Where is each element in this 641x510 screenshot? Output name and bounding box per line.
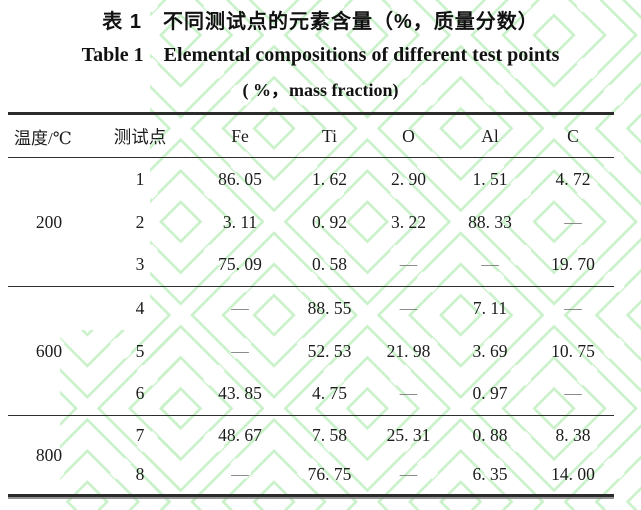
table-row: 600 4 — 88. 55 — 7. 11 — (8, 287, 614, 361)
cell-value: — (231, 464, 249, 485)
table-row: 800 7 48. 67 7. 58 25. 31 0. 88 8. 38 (8, 416, 614, 464)
cell-test-point: 5 (135, 340, 145, 361)
cell-test-point: 4 (135, 297, 145, 318)
header-row: 温度/℃ 测试点 Fe Ti O Al C (8, 114, 614, 158)
cell-test-point: 3 (135, 254, 145, 275)
table-row: 200 1 86. 05 1. 62 2. 90 1. 51 4. 72 (8, 158, 614, 232)
cell-value: 3. 11 (222, 211, 258, 232)
cell-value: — (481, 254, 499, 275)
table-row: 3 75. 09 0. 58 — — 19. 70 (8, 244, 614, 287)
caption-unit: ( %，mass fraction) (242, 80, 399, 100)
col-header-c: C (567, 125, 579, 146)
cell-value: 2. 90 (391, 168, 426, 189)
cell-value: — (399, 254, 418, 275)
cell-value: 88. 55 (307, 297, 352, 318)
cell-value: 1. 62 (312, 168, 347, 189)
cell-value: — (564, 383, 582, 404)
cell-value: 3. 22 (391, 211, 426, 232)
temp-group-800: 800 7 48. 67 7. 58 25. 31 0. 88 8. 38 8 … (8, 416, 614, 496)
cell-value: 8. 38 (555, 425, 591, 446)
cell-test-point: 2 (135, 211, 145, 232)
cell-value: — (564, 211, 582, 232)
table-row: 2 3. 11 0. 92 3. 22 88. 33 — (8, 201, 614, 244)
cell-value: 7. 58 (312, 425, 347, 446)
col-header-al: Al (481, 125, 499, 146)
cell-value: 0. 58 (312, 254, 347, 275)
cell-value: 48. 67 (218, 425, 262, 446)
cell-value: 86. 05 (218, 168, 262, 189)
cell-value: 25. 31 (386, 425, 431, 446)
cell-value: 10. 75 (551, 340, 595, 361)
temp-group-200: 200 1 86. 05 1. 62 2. 90 1. 51 4. 72 2 3… (8, 158, 614, 287)
col-header-fe: Fe (231, 125, 249, 146)
col-header-test-point: 测试点 (113, 126, 167, 147)
cell-value: 0. 92 (312, 211, 347, 232)
table-row: 5 — 52. 53 21. 98 3. 69 10. 75 (8, 330, 614, 373)
col-header-ti: Ti (322, 125, 337, 146)
cell-value: 76. 75 (307, 464, 352, 485)
cell-value: 0. 88 (472, 425, 508, 446)
cell-test-point: 1 (135, 168, 145, 189)
cell-value: — (231, 297, 249, 318)
cell-value: — (231, 340, 249, 361)
cell-value: 19. 70 (551, 254, 595, 275)
col-header-o: O (402, 125, 415, 146)
cell-value: 4. 72 (555, 168, 591, 189)
cell-test-point: 8 (135, 464, 145, 485)
cell-value: 4. 75 (312, 383, 347, 404)
cell-value: — (399, 297, 418, 318)
cell-temperature: 200 (35, 211, 63, 232)
cell-value: — (564, 297, 582, 318)
cell-value: 43. 85 (218, 383, 262, 404)
cell-value: 21. 98 (386, 340, 431, 361)
cell-test-point: 7 (135, 425, 145, 446)
cell-value: 7. 11 (472, 297, 508, 318)
cell-value: 3. 69 (472, 340, 508, 361)
cell-temperature: 800 (35, 444, 63, 465)
col-header-temperature: 温度/℃ (14, 128, 72, 148)
caption-zh: 表 1 不同测试点的元素含量（%，质量分数） (102, 11, 539, 33)
table-row: 6 43. 85 4. 75 — 0. 97 — (8, 373, 614, 416)
cell-value: — (399, 383, 418, 404)
temp-group-600: 600 4 — 88. 55 — 7. 11 — 5 — 52. 53 21. … (8, 287, 614, 416)
elemental-composition-table: 温度/℃ 测试点 Fe Ti O Al C 200 1 86. 05 1. 62… (8, 112, 614, 497)
cell-temperature: 600 (35, 340, 63, 361)
table-row: 8 — 76. 75 — 6. 35 14. 00 (8, 456, 614, 496)
cell-value: 75. 09 (218, 254, 262, 275)
cell-value: — (399, 464, 418, 485)
table-caption-block: 表 1 不同测试点的元素含量（%，质量分数） Table 1 Elemental… (0, 0, 641, 112)
cell-value: 0. 97 (472, 383, 508, 404)
cell-value: 52. 53 (307, 340, 352, 361)
cell-value: 1. 51 (472, 168, 508, 189)
cell-value: 14. 00 (551, 464, 595, 485)
caption-en: Table 1 Elemental compositions of differ… (81, 44, 560, 66)
cell-value: 88. 33 (468, 211, 512, 232)
cell-value: 6. 35 (472, 464, 508, 485)
cell-test-point: 6 (135, 383, 145, 404)
